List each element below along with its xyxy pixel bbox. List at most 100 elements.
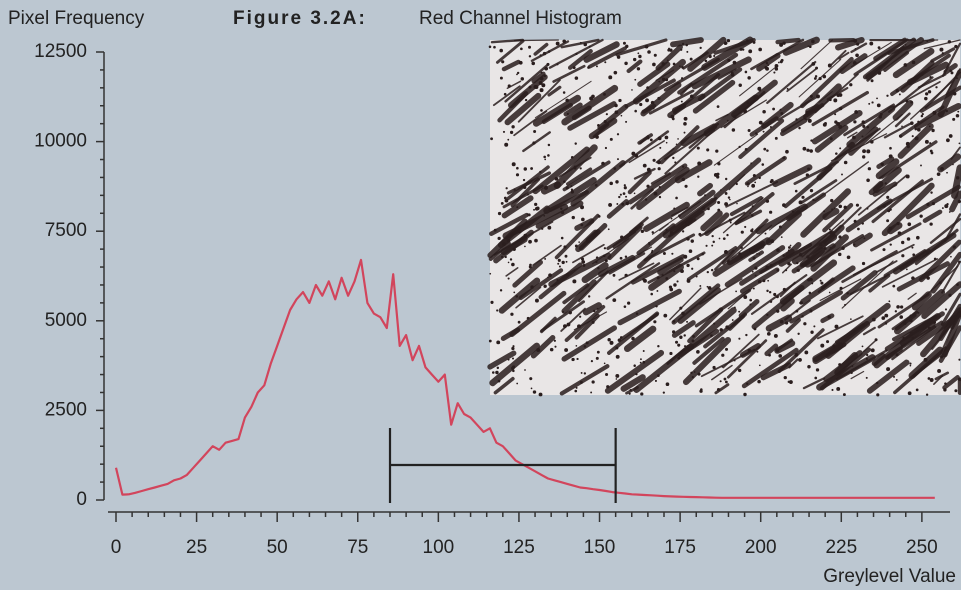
x-tick-label: 175: [664, 537, 696, 558]
inset-speck: [595, 184, 598, 187]
inset-speck: [882, 204, 886, 208]
inset-speck: [662, 274, 664, 276]
inset-speck: [794, 353, 798, 357]
inset-speck: [639, 103, 642, 106]
inset-speck: [742, 48, 744, 50]
inset-speck: [943, 388, 946, 391]
inset-speck: [937, 172, 941, 176]
inset-speck: [733, 115, 736, 118]
inset-speck: [757, 87, 761, 91]
inset-speck: [699, 285, 701, 287]
inset-speck: [732, 128, 735, 131]
inset-speck: [751, 214, 754, 217]
inset-speck: [634, 79, 636, 81]
inset-speck: [954, 45, 958, 49]
inset-speck: [738, 369, 741, 372]
inset-speck: [931, 152, 934, 155]
inset-speck: [535, 299, 539, 303]
inset-speck: [755, 132, 758, 135]
inset-speck: [759, 364, 761, 366]
inset-speck: [498, 212, 501, 215]
inset-speck: [539, 81, 543, 85]
inset-speck: [729, 219, 732, 222]
inset-speck: [543, 52, 546, 55]
inset-speck: [523, 179, 525, 181]
inset-speck: [753, 327, 756, 330]
x-tick-label: 25: [186, 537, 207, 558]
inset-speck: [705, 245, 707, 247]
inset-speck: [929, 126, 931, 128]
inset-speck: [803, 322, 806, 325]
inset-speck: [861, 135, 863, 137]
inset-speck: [738, 146, 740, 148]
inset-speck: [862, 120, 866, 124]
inset-speck: [689, 249, 693, 253]
inset-speck: [910, 121, 914, 125]
inset-speck: [512, 357, 514, 359]
inset-speck: [672, 118, 675, 121]
inset-speck: [910, 101, 913, 104]
inset-speck: [501, 256, 503, 258]
inset-speck: [727, 260, 730, 263]
inset-speck: [956, 77, 958, 79]
inset-speck: [866, 354, 868, 356]
inset-speck: [697, 161, 701, 165]
inset-speck: [565, 255, 568, 258]
inset-speck: [504, 143, 508, 147]
inset-speck: [758, 253, 760, 255]
inset-speck: [616, 203, 618, 205]
inset-speck: [756, 253, 758, 255]
inset-speck: [751, 228, 753, 230]
inset-speck: [694, 371, 696, 373]
inset-speck: [796, 310, 799, 313]
inset-speck: [566, 261, 568, 263]
inset-speck: [563, 324, 567, 328]
inset-speck: [646, 185, 649, 188]
inset-speck: [751, 184, 755, 188]
inset-speck: [717, 173, 720, 176]
inset-speck: [712, 366, 715, 369]
inset-speck: [726, 234, 728, 236]
inset-speck: [956, 283, 959, 286]
inset-speck: [784, 376, 787, 379]
inset-speck: [942, 52, 944, 54]
inset-speck: [673, 63, 676, 66]
inset-speck: [896, 222, 899, 225]
inset-speck: [844, 161, 848, 165]
inset-speck: [528, 240, 532, 244]
inset-speck: [910, 365, 912, 367]
inset-speck: [582, 264, 585, 267]
inset-speck: [730, 222, 732, 224]
inset-speck: [920, 165, 922, 167]
inset-speck: [804, 351, 808, 355]
inset-speck: [640, 392, 643, 395]
y-tick-label: 0: [76, 489, 87, 510]
inset-speck: [933, 321, 936, 324]
inset-speck: [512, 345, 514, 347]
inset-speck: [734, 307, 736, 309]
inset-speck: [679, 336, 682, 339]
inset-speck: [697, 257, 700, 260]
inset-speck: [587, 66, 590, 69]
inset-speck: [575, 76, 579, 80]
inset-speck: [780, 109, 782, 111]
inset-speck: [807, 278, 810, 281]
inset-speck: [788, 249, 790, 251]
inset-speck: [530, 167, 533, 170]
inset-speck: [564, 348, 568, 352]
inset-speck: [770, 126, 772, 128]
inset-speck: [906, 175, 910, 179]
inset-speck: [533, 390, 536, 393]
inset-speck: [655, 380, 657, 382]
inset-speck: [940, 167, 944, 171]
inset-speck: [680, 269, 684, 273]
inset-speck: [620, 194, 622, 196]
inset-speck: [572, 216, 575, 219]
inset-speck: [595, 261, 597, 263]
inset-speck: [504, 93, 507, 96]
inset-speck: [888, 300, 890, 302]
inset-speck: [637, 52, 639, 54]
inset-speck: [565, 99, 569, 103]
inset-speck: [877, 104, 881, 108]
inset-speck: [615, 180, 618, 183]
